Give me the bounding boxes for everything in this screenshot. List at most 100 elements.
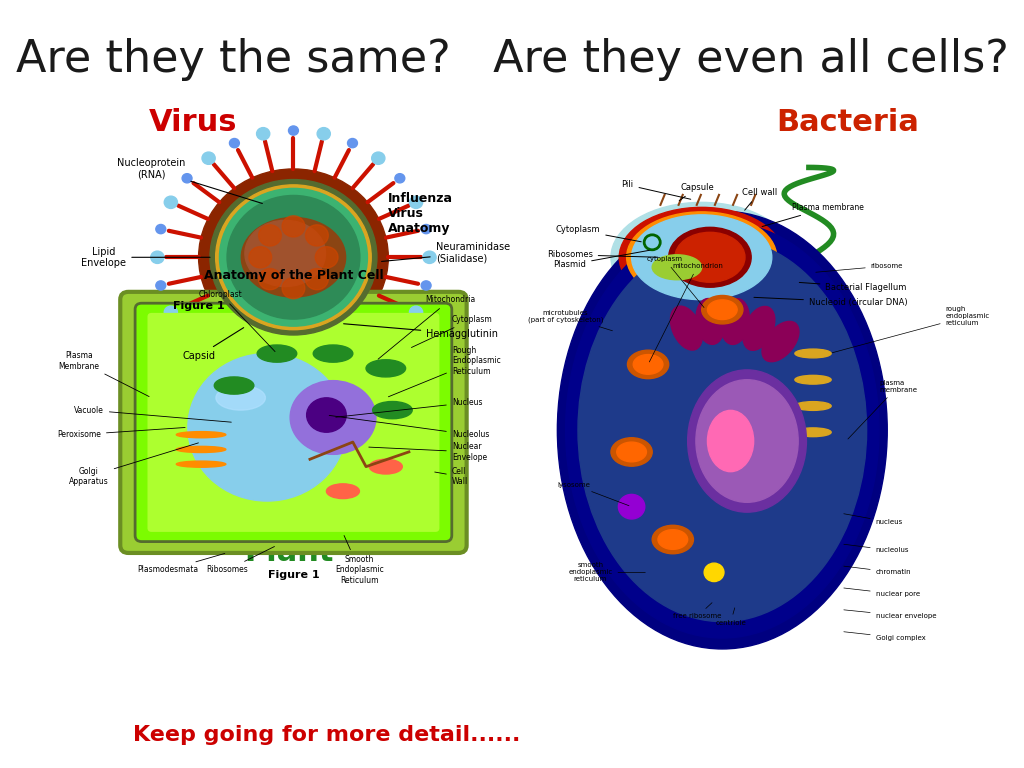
- Ellipse shape: [366, 359, 406, 377]
- FancyBboxPatch shape: [147, 313, 439, 532]
- Circle shape: [410, 306, 423, 319]
- Text: microtubules
(part of cytoskeleton): microtubules (part of cytoskeleton): [527, 310, 612, 331]
- Text: Plant: Plant: [244, 538, 334, 567]
- Ellipse shape: [565, 222, 879, 638]
- Ellipse shape: [762, 321, 799, 362]
- Circle shape: [156, 281, 166, 290]
- Text: Nucleolus: Nucleolus: [329, 415, 489, 439]
- Ellipse shape: [795, 402, 831, 410]
- Circle shape: [259, 225, 282, 246]
- Text: nuclear envelope: nuclear envelope: [844, 610, 936, 619]
- Circle shape: [395, 332, 404, 341]
- Text: nuclear pore: nuclear pore: [844, 588, 920, 598]
- Text: Nucleus: Nucleus: [336, 399, 482, 417]
- Circle shape: [156, 224, 166, 233]
- Text: Smooth
Endoplasmic
Reticulum: Smooth Endoplasmic Reticulum: [335, 535, 384, 584]
- Ellipse shape: [176, 461, 226, 467]
- Circle shape: [421, 281, 431, 290]
- Circle shape: [282, 216, 305, 237]
- Circle shape: [259, 269, 282, 290]
- Text: smooth
endoplasmic
reticulum: smooth endoplasmic reticulum: [568, 562, 645, 582]
- Text: Figure 1: Figure 1: [173, 301, 224, 311]
- Ellipse shape: [611, 438, 652, 466]
- Circle shape: [395, 174, 404, 183]
- Circle shape: [202, 152, 215, 164]
- Ellipse shape: [742, 306, 775, 350]
- Ellipse shape: [242, 217, 346, 297]
- Ellipse shape: [795, 428, 831, 437]
- Ellipse shape: [708, 300, 737, 319]
- Ellipse shape: [257, 345, 297, 362]
- Ellipse shape: [628, 350, 669, 379]
- Text: Lipid
Envelope: Lipid Envelope: [81, 247, 210, 268]
- Ellipse shape: [313, 345, 353, 362]
- Ellipse shape: [627, 212, 777, 303]
- Text: Chloroplast: Chloroplast: [199, 290, 275, 352]
- Circle shape: [421, 224, 431, 233]
- Text: Hemagglutinin: Hemagglutinin: [344, 324, 499, 339]
- Text: ribosome: ribosome: [816, 263, 903, 272]
- Circle shape: [317, 127, 331, 140]
- Text: Golgi
Apparatus: Golgi Apparatus: [69, 443, 199, 486]
- Text: Bacteria: Bacteria: [776, 108, 919, 137]
- Circle shape: [210, 180, 377, 335]
- Text: Golgi complex: Golgi complex: [844, 632, 926, 641]
- Ellipse shape: [675, 232, 745, 282]
- Circle shape: [317, 375, 331, 387]
- Ellipse shape: [578, 239, 866, 621]
- Circle shape: [229, 138, 240, 147]
- Ellipse shape: [652, 525, 693, 554]
- Ellipse shape: [633, 355, 663, 374]
- Ellipse shape: [669, 227, 752, 287]
- Text: Nucleoid (circular DNA): Nucleoid (circular DNA): [754, 297, 907, 306]
- Text: Pili: Pili: [622, 180, 691, 199]
- Ellipse shape: [688, 370, 807, 512]
- Circle shape: [216, 185, 372, 329]
- Circle shape: [257, 127, 269, 140]
- Ellipse shape: [245, 220, 326, 286]
- Circle shape: [227, 196, 359, 319]
- Text: free ribosome: free ribosome: [674, 603, 722, 619]
- Text: cytoplasm: cytoplasm: [646, 257, 705, 307]
- Ellipse shape: [701, 296, 743, 324]
- Text: Capsid: Capsid: [182, 328, 244, 361]
- Circle shape: [151, 251, 164, 263]
- Circle shape: [199, 169, 388, 346]
- Ellipse shape: [370, 459, 402, 474]
- Circle shape: [315, 247, 338, 268]
- Text: Peroxisome: Peroxisome: [57, 428, 185, 439]
- Text: Cytoplasm: Cytoplasm: [556, 225, 641, 242]
- Text: Nuclear
Envelope: Nuclear Envelope: [369, 442, 487, 462]
- Circle shape: [305, 225, 329, 246]
- Text: Figure 1: Figure 1: [267, 570, 319, 580]
- Text: Capsule: Capsule: [679, 183, 715, 200]
- Ellipse shape: [632, 215, 772, 300]
- Ellipse shape: [373, 402, 413, 419]
- Text: Anatomy of the Plant Cell: Anatomy of the Plant Cell: [204, 270, 383, 283]
- Ellipse shape: [176, 432, 226, 438]
- Circle shape: [164, 306, 177, 319]
- Text: Cell
Wall: Cell Wall: [435, 467, 468, 486]
- Circle shape: [219, 188, 368, 326]
- Circle shape: [257, 375, 269, 387]
- Ellipse shape: [306, 398, 346, 432]
- Circle shape: [347, 367, 357, 376]
- FancyBboxPatch shape: [120, 292, 467, 553]
- Text: Ribosomes: Ribosomes: [207, 547, 274, 574]
- Text: centriole: centriole: [715, 607, 745, 626]
- Circle shape: [229, 367, 240, 376]
- Text: Influenza
Virus
Anatomy: Influenza Virus Anatomy: [388, 192, 454, 234]
- Text: Plasma membrane: Plasma membrane: [762, 203, 864, 227]
- Ellipse shape: [216, 386, 265, 410]
- Ellipse shape: [795, 349, 831, 358]
- Circle shape: [249, 247, 271, 268]
- Circle shape: [347, 138, 357, 147]
- Circle shape: [202, 350, 215, 362]
- Circle shape: [618, 495, 645, 519]
- Circle shape: [410, 196, 423, 208]
- Ellipse shape: [658, 530, 688, 549]
- Text: Are they the same?   Are they even all cells?: Are they the same? Are they even all cel…: [15, 38, 1009, 81]
- Ellipse shape: [620, 207, 784, 307]
- Ellipse shape: [696, 379, 798, 502]
- Text: plasma
membrane: plasma membrane: [848, 380, 918, 439]
